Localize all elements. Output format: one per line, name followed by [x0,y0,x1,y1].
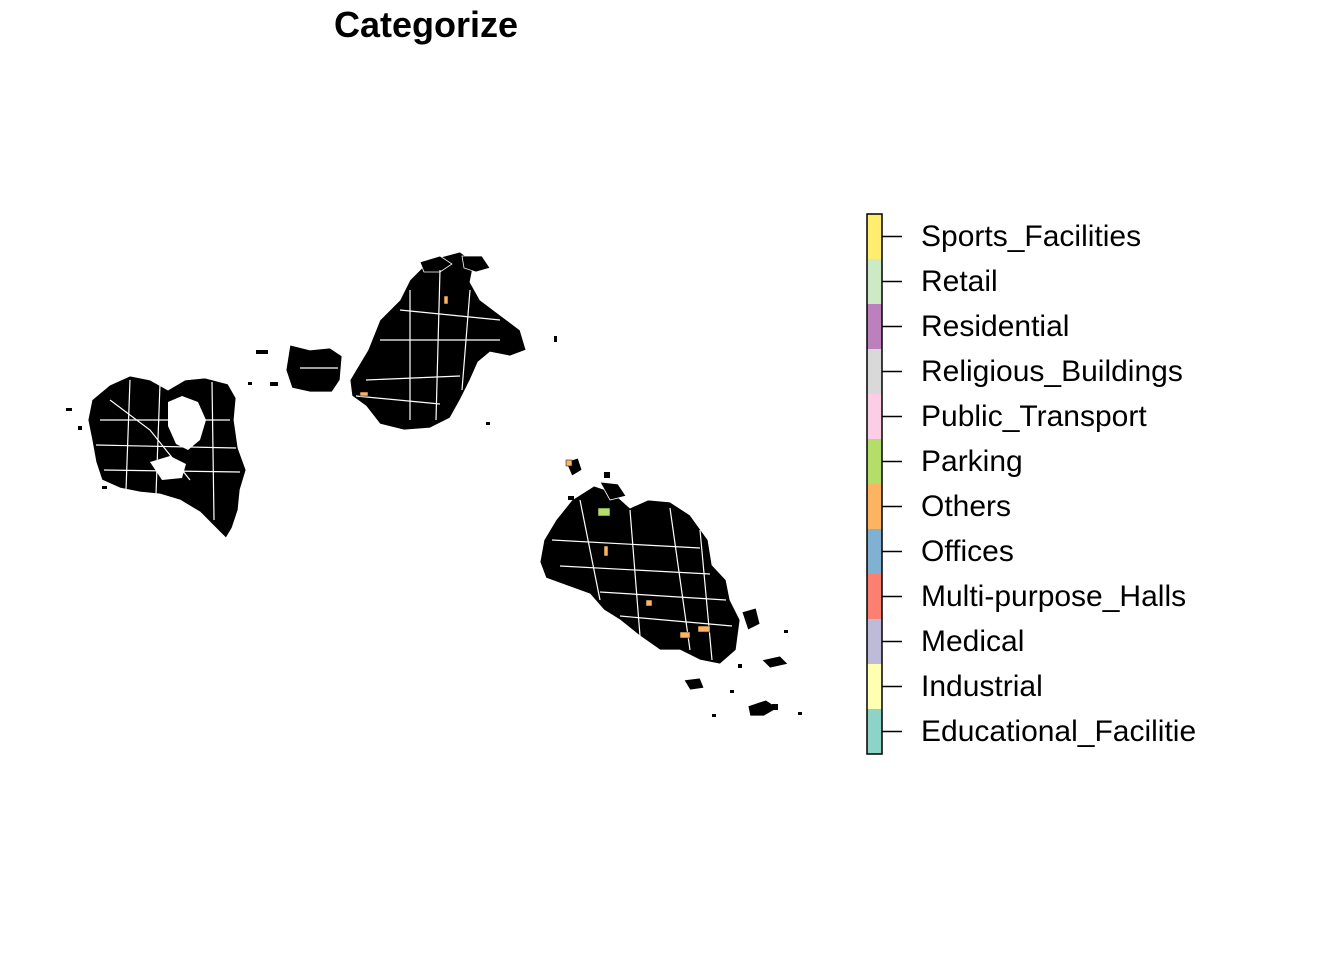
legend-label: Residential [921,309,1070,343]
legend-swatch [867,214,882,259]
building-others [645,599,653,607]
legend-swatch [867,619,882,664]
legend-swatch [867,709,882,754]
legend-swatch [867,574,882,619]
building-others [697,625,711,633]
legend-swatch [867,304,882,349]
legend-border [866,213,883,755]
legend-swatch [867,484,882,529]
legend-label: Multi-purpose_Halls [921,579,1187,613]
building-cluster-north [285,251,527,431]
map-title: Categorize [334,4,519,45]
building-grid-north [300,269,501,421]
legend-color-bar [866,213,902,755]
building-others [359,391,369,397]
legend-swatch [867,394,882,439]
building-parking [597,507,611,517]
legend-swatch [867,529,882,574]
legend-label: Retail [921,264,998,298]
legend-label: Parking [921,444,1023,478]
building-grid-west [95,379,241,521]
scattered-buildings [66,336,802,717]
legend-label: Religious_Buildings [921,354,1183,388]
legend-swatch [867,259,882,304]
legend-label: Others [921,489,1012,523]
building-grid-southeast [551,499,733,661]
highlighted-buildings [359,295,711,639]
legend-label: Public_Transport [921,399,1147,433]
building-others [679,631,691,639]
building-others [443,295,449,305]
legend-label: Sports_Facilities [921,219,1142,253]
building-others [565,459,573,467]
legend-label: Educational_Facilitie [921,714,1197,748]
building-others [603,545,609,557]
legend-labels: Sports_Facilities Retail Residential Religi… [921,214,1321,754]
legend-swatch [867,664,882,709]
legend-label: Medical [921,624,1025,658]
building-cluster-southeast [539,457,789,717]
building-cluster-west [87,375,247,539]
legend-swatch [867,349,882,394]
legend-label: Industrial [921,669,1043,703]
legend-label: Offices [921,534,1014,568]
legend-swatch [867,439,882,484]
